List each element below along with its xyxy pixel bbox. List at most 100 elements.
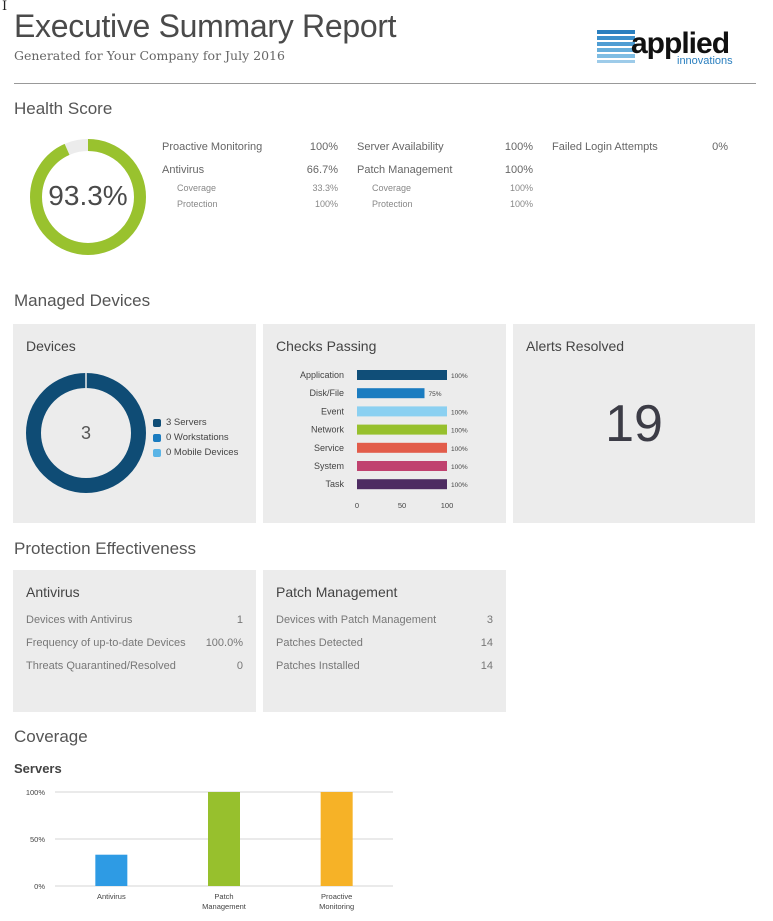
check-bar bbox=[357, 388, 425, 399]
check-value-label: 100% bbox=[451, 464, 468, 471]
metric-value: 100% bbox=[504, 141, 533, 153]
legend-swatch bbox=[153, 418, 161, 427]
metric-value: 100% bbox=[314, 199, 338, 209]
legend-label: 0 Mobile Devices bbox=[166, 447, 239, 458]
legend-item: 3 Servers bbox=[153, 415, 238, 430]
coverage-axis-tick: 50% bbox=[30, 835, 45, 844]
coverage-bar bbox=[320, 792, 353, 886]
antivirus-panel-title: Antivirus bbox=[26, 584, 80, 600]
metric-value: 33.3% bbox=[312, 183, 338, 193]
coverage-heading: Coverage bbox=[14, 727, 88, 746]
metric-value: 66.7% bbox=[306, 164, 338, 176]
report-title: Executive Summary Report bbox=[14, 8, 397, 44]
metric-label: Protection bbox=[177, 199, 218, 209]
check-bar bbox=[357, 461, 447, 471]
protection-heading: Protection Effectiveness bbox=[14, 539, 197, 558]
logo-sub-text: innovations bbox=[677, 55, 733, 66]
patch-panel-title: Patch Management bbox=[276, 584, 398, 600]
coverage-bar bbox=[95, 854, 128, 886]
coverage-axis-tick: 0% bbox=[34, 882, 45, 891]
devices-donut bbox=[26, 373, 146, 493]
devices-total: 3 bbox=[80, 423, 91, 443]
metric-label: Antivirus bbox=[162, 164, 205, 176]
check-value-label: 100% bbox=[451, 428, 468, 435]
metric-label: Patch Management bbox=[357, 164, 453, 176]
coverage-category-label: Proactive Monitoring bbox=[319, 892, 354, 911]
metric-value: 100% bbox=[509, 199, 533, 209]
antivirus-row-label: Threats Quarantined/Resolved bbox=[26, 660, 176, 672]
coverage-axis-tick: 100% bbox=[26, 788, 46, 797]
managed-devices-heading: Managed Devices bbox=[14, 291, 151, 310]
patch-row-value: 14 bbox=[480, 660, 493, 672]
check-value-label: 100% bbox=[451, 409, 468, 416]
check-bar bbox=[357, 442, 447, 453]
check-value-label: 100% bbox=[451, 482, 468, 489]
checks-panel: Checks Passing Application 100% Disk/File 7… bbox=[263, 324, 506, 523]
metric-label: Protection bbox=[372, 199, 413, 209]
metric-value: 100% bbox=[504, 164, 533, 176]
antivirus-panel: Antivirus Devices with Antivirus 1 Frequ… bbox=[13, 570, 256, 712]
patch-row-label: Patches Installed bbox=[276, 660, 360, 672]
metric-label: Coverage bbox=[177, 183, 217, 193]
check-axis-tick: 100 bbox=[441, 501, 454, 510]
legend-item: 0 Mobile Devices bbox=[153, 445, 238, 460]
alerts-resolved-value: 19 bbox=[605, 395, 663, 453]
patch-row-value: 3 bbox=[486, 614, 493, 626]
coverage-category-label: Antivirus bbox=[97, 892, 126, 901]
patch-row-value: 14 bbox=[480, 637, 493, 649]
check-category-label: Task bbox=[325, 479, 344, 489]
patch-row-label: Patches Detected bbox=[276, 637, 363, 649]
metric-label: Failed Login Attempts bbox=[552, 141, 658, 153]
check-axis-tick: 0 bbox=[355, 501, 359, 510]
antivirus-row-value: 0 bbox=[236, 660, 243, 672]
legend-label: 0 Workstations bbox=[166, 432, 229, 443]
check-axis-tick: 50 bbox=[398, 501, 406, 510]
check-bar bbox=[357, 479, 447, 490]
patch-row-label: Devices with Patch Management bbox=[276, 614, 437, 626]
antivirus-row-label: Devices with Antivirus bbox=[26, 614, 133, 626]
antivirus-row-value: 1 bbox=[236, 614, 243, 626]
checks-panel-title: Checks Passing bbox=[276, 338, 377, 354]
servers-subheading: Servers bbox=[14, 761, 62, 776]
check-category-label: System bbox=[314, 461, 344, 471]
check-bar bbox=[357, 424, 447, 435]
health-score-ring bbox=[30, 139, 146, 255]
logo-main-text: applied bbox=[631, 27, 729, 60]
devices-legend: 3 Servers 0 Workstations 0 Mobile Device… bbox=[153, 415, 238, 460]
legend-label: 3 Servers bbox=[166, 417, 207, 428]
devices-panel: Devices 3 3 Servers 0 Workstations 0 Mob… bbox=[13, 324, 256, 523]
applied-innovations-logo: applied innovations bbox=[597, 27, 733, 66]
antivirus-row-label: Frequency of up-to-date Devices bbox=[26, 637, 186, 649]
check-category-label: Network bbox=[311, 425, 345, 435]
text-cursor-icon: I bbox=[2, 0, 8, 14]
alerts-panel: Alerts Resolved 19 bbox=[513, 324, 755, 523]
metric-value: 100% bbox=[509, 183, 533, 193]
check-value-label: 100% bbox=[451, 446, 468, 453]
checks-passing-chart: Application 100% Disk/File 75% Event 100% Netw… bbox=[300, 370, 468, 510]
logo-grid-icon bbox=[597, 30, 635, 63]
metric-value: 0% bbox=[712, 141, 728, 153]
antivirus-row-value: 100.0% bbox=[205, 637, 243, 649]
report-subtitle: Generated for Your Company for July 2016 bbox=[14, 48, 285, 63]
coverage-bar bbox=[208, 792, 240, 886]
metric-label: Coverage bbox=[372, 183, 412, 193]
metric-value: 100% bbox=[309, 141, 338, 153]
devices-panel-title: Devices bbox=[26, 338, 76, 354]
health-score-value: 93.3% bbox=[48, 180, 128, 211]
check-category-label: Disk/File bbox=[309, 388, 344, 398]
check-category-label: Service bbox=[314, 443, 344, 453]
metric-label: Server Availability bbox=[357, 141, 444, 153]
coverage-category-label: Patch Management bbox=[202, 892, 247, 911]
legend-swatch bbox=[153, 448, 161, 457]
health-score-heading: Health Score bbox=[14, 99, 113, 118]
check-bar bbox=[357, 406, 447, 417]
check-bar bbox=[357, 370, 447, 380]
metric-label: Proactive Monitoring bbox=[162, 141, 263, 153]
header-divider bbox=[14, 83, 756, 84]
check-category-label: Application bbox=[300, 370, 344, 380]
patch-panel: Patch Management Devices with Patch Mana… bbox=[263, 570, 506, 712]
legend-swatch bbox=[153, 433, 161, 442]
alerts-panel-title: Alerts Resolved bbox=[526, 338, 625, 354]
check-value-label: 100% bbox=[451, 373, 468, 380]
legend-item: 0 Workstations bbox=[153, 430, 238, 445]
